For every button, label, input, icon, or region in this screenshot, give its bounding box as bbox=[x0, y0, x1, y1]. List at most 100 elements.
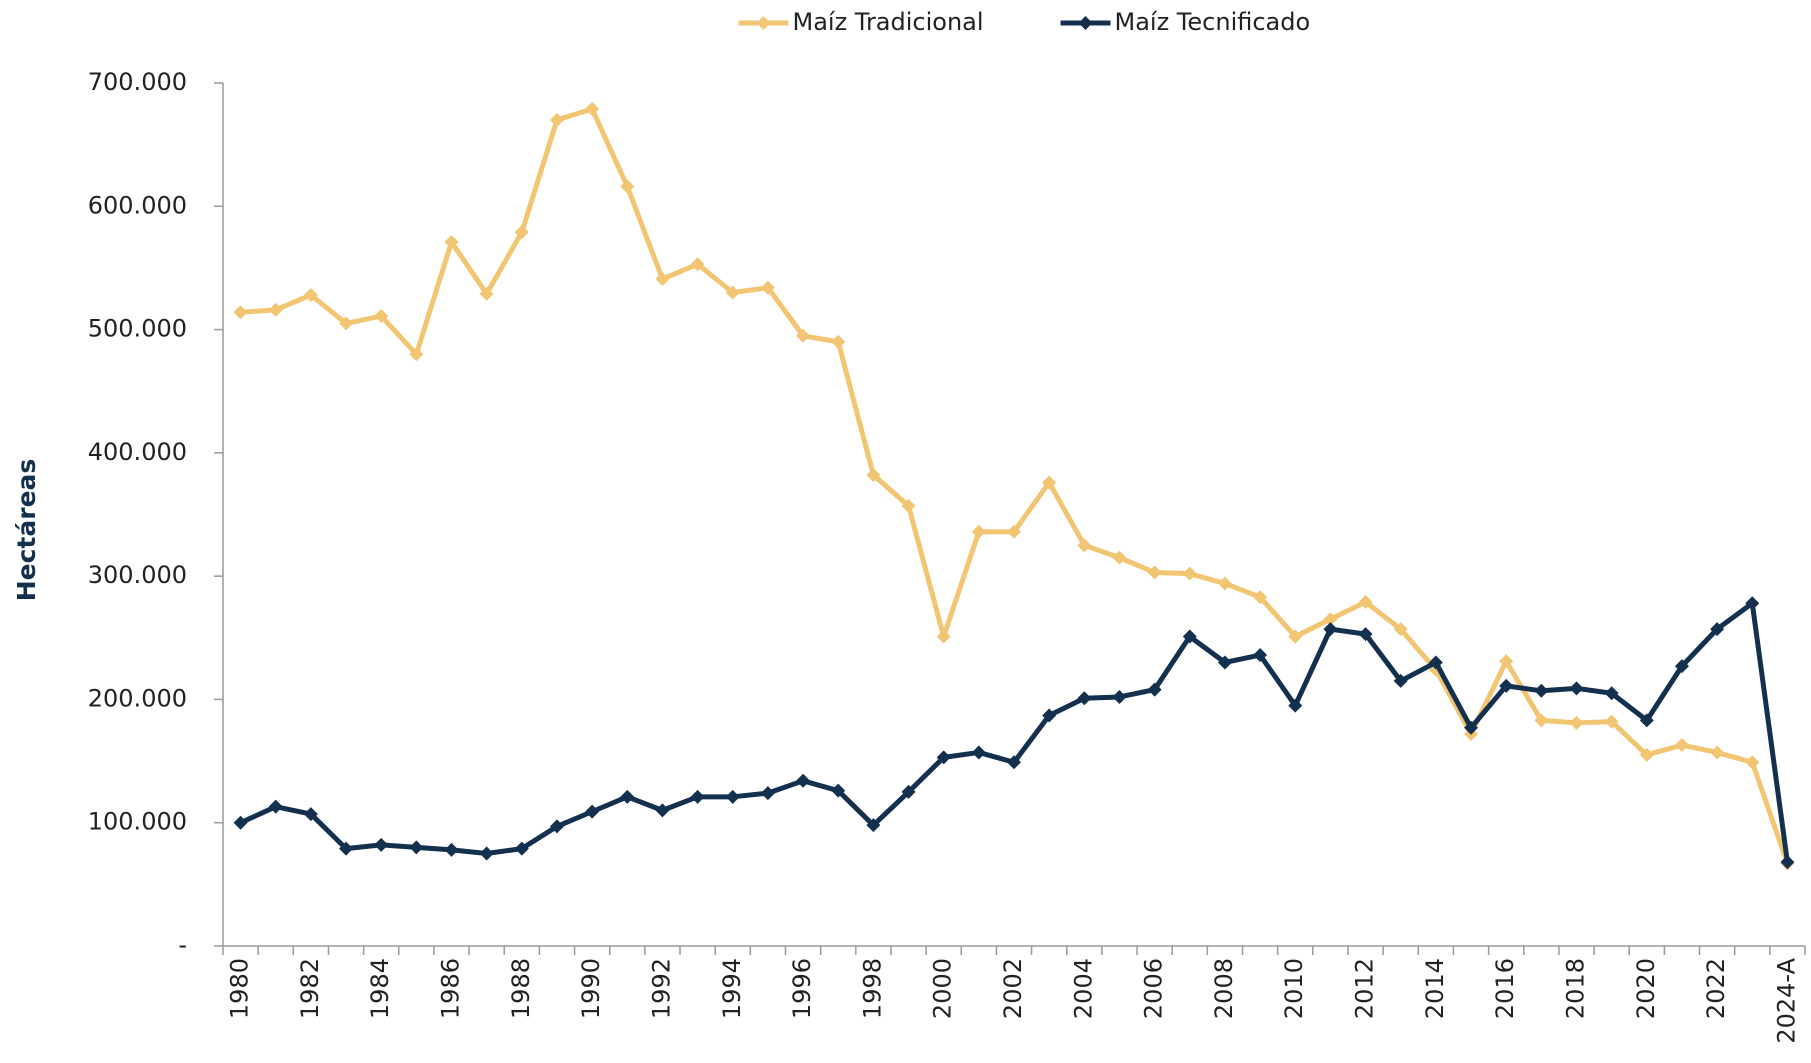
data-point bbox=[760, 280, 775, 295]
data-point bbox=[655, 272, 670, 287]
data-point bbox=[725, 789, 740, 804]
data-point bbox=[549, 819, 564, 834]
legend-marker bbox=[1078, 16, 1093, 30]
legend-marker bbox=[756, 16, 771, 30]
data-point bbox=[690, 257, 705, 272]
data-point bbox=[971, 745, 986, 760]
data-point bbox=[620, 179, 635, 194]
data-point bbox=[1147, 565, 1162, 580]
data-point bbox=[1042, 708, 1057, 723]
data-point bbox=[1358, 595, 1373, 610]
data-point bbox=[1042, 475, 1057, 490]
data-point bbox=[1569, 681, 1584, 696]
data-point bbox=[233, 305, 248, 320]
x-tick-label: 2024-A bbox=[1772, 957, 1800, 1043]
data-point bbox=[444, 235, 459, 250]
data-point bbox=[1639, 713, 1654, 728]
data-point bbox=[1077, 691, 1092, 706]
data-point bbox=[1674, 659, 1689, 674]
data-point bbox=[514, 225, 529, 240]
y-tick-label: 600.000 bbox=[88, 191, 187, 219]
data-point bbox=[1534, 683, 1549, 698]
x-tick-label: 2012 bbox=[1351, 958, 1379, 1019]
series-line bbox=[240, 106, 1790, 865]
data-point bbox=[1112, 550, 1127, 565]
data-point bbox=[1745, 755, 1760, 770]
data-point bbox=[303, 807, 318, 822]
x-tick-label: 2016 bbox=[1491, 958, 1519, 1019]
x-tick-label: 1992 bbox=[647, 958, 675, 1019]
x-tick-label: 2020 bbox=[1632, 958, 1660, 1019]
data-point bbox=[268, 302, 283, 317]
x-tick-label: 2002 bbox=[999, 958, 1027, 1019]
x-tick-label: 2000 bbox=[929, 958, 957, 1019]
data-point bbox=[479, 286, 494, 301]
data-point bbox=[409, 840, 424, 855]
y-tick-label: - bbox=[178, 931, 187, 959]
data-point bbox=[374, 837, 389, 852]
data-point bbox=[901, 498, 916, 513]
y-tick-label: 300.000 bbox=[88, 561, 187, 589]
data-point bbox=[1253, 590, 1268, 605]
x-tick-label: 2018 bbox=[1561, 958, 1589, 1019]
x-tick-label: 1994 bbox=[718, 958, 746, 1019]
y-tick-label: 700.000 bbox=[88, 68, 187, 96]
data-point bbox=[1464, 720, 1479, 735]
y-tick-label: 200.000 bbox=[88, 684, 187, 712]
x-tick-label: 1980 bbox=[226, 958, 254, 1019]
legend-item: Maíz Tradicional bbox=[738, 8, 984, 36]
data-point bbox=[1288, 698, 1303, 713]
data-point bbox=[303, 288, 318, 303]
data-point bbox=[339, 841, 354, 856]
data-point bbox=[936, 750, 951, 765]
x-tick-label: 1986 bbox=[437, 958, 465, 1019]
data-point bbox=[233, 815, 248, 830]
data-point bbox=[1358, 627, 1373, 642]
data-point bbox=[901, 784, 916, 799]
legend-label: Maíz Tradicional bbox=[793, 8, 984, 36]
data-point bbox=[1428, 655, 1443, 670]
data-point bbox=[1182, 629, 1197, 644]
data-point bbox=[1217, 655, 1232, 670]
y-tick-label: 400.000 bbox=[88, 438, 187, 466]
legend-item: Maíz Tecnificado bbox=[1060, 8, 1310, 36]
x-tick-label: 1990 bbox=[577, 958, 605, 1019]
series-line bbox=[239, 600, 1790, 863]
data-point bbox=[1323, 622, 1338, 637]
data-point bbox=[655, 803, 670, 818]
data-point bbox=[374, 309, 389, 324]
data-point bbox=[549, 112, 564, 127]
data-point bbox=[514, 841, 529, 856]
data-point bbox=[444, 842, 459, 857]
data-point bbox=[1077, 538, 1092, 553]
data-point bbox=[1007, 524, 1021, 539]
data-point bbox=[409, 347, 424, 362]
data-point bbox=[1182, 566, 1197, 581]
data-point bbox=[1639, 747, 1654, 762]
x-tick-label: 2022 bbox=[1702, 958, 1730, 1019]
y-tick-label: 500.000 bbox=[88, 315, 187, 343]
data-point bbox=[268, 799, 283, 814]
data-point bbox=[1112, 689, 1127, 704]
data-point bbox=[1534, 713, 1549, 728]
data-point bbox=[1674, 738, 1689, 753]
data-point bbox=[1604, 686, 1619, 701]
x-tick-label: 2014 bbox=[1421, 958, 1449, 1019]
data-point bbox=[339, 316, 354, 331]
data-point bbox=[1323, 612, 1338, 627]
data-point bbox=[1499, 654, 1514, 669]
data-point bbox=[831, 783, 846, 798]
x-tick-label: 1984 bbox=[366, 958, 394, 1019]
y-tick-label: 100.000 bbox=[88, 808, 187, 836]
data-point bbox=[1499, 678, 1514, 693]
data-point bbox=[796, 328, 811, 343]
data-point bbox=[1007, 755, 1021, 770]
data-point bbox=[1393, 622, 1408, 637]
x-tick-label: 2004 bbox=[1069, 958, 1097, 1019]
data-point bbox=[1569, 715, 1584, 730]
data-point bbox=[725, 285, 740, 300]
data-point bbox=[585, 101, 600, 116]
data-point bbox=[936, 629, 951, 644]
x-tick-label: 2006 bbox=[1140, 958, 1168, 1019]
